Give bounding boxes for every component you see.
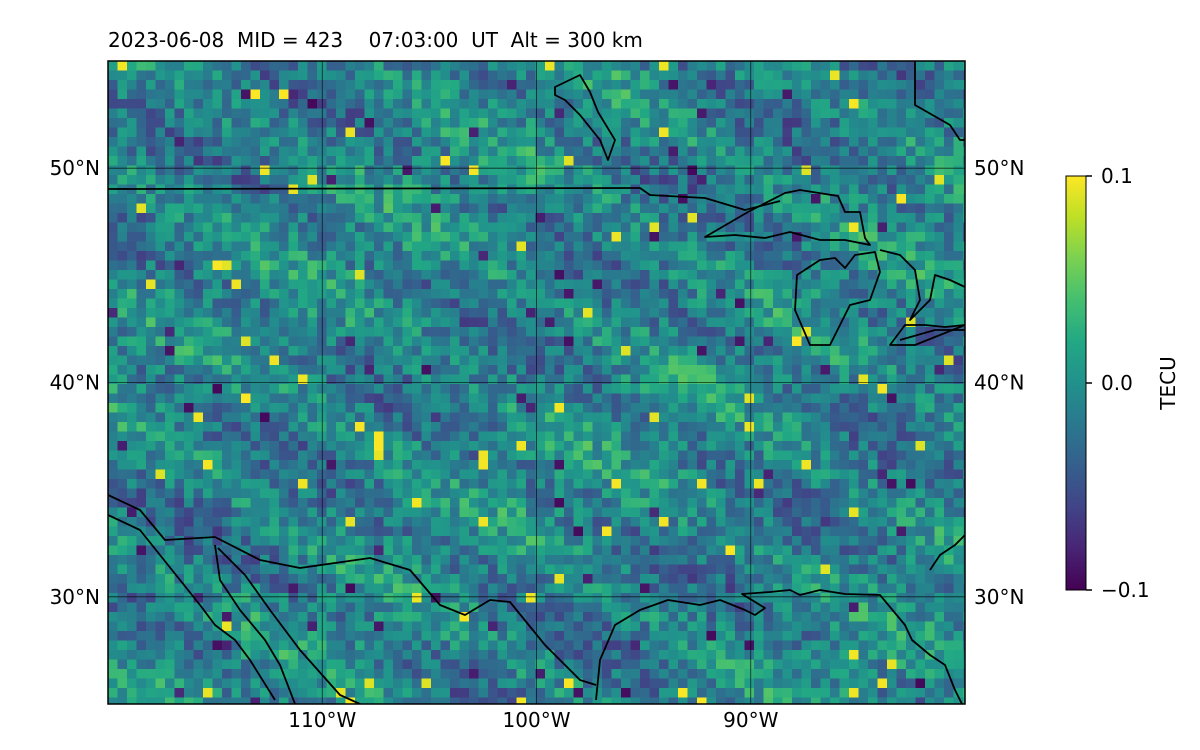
st-lawrence: [914, 61, 965, 141]
us-mexico-border: [108, 494, 597, 686]
lat-tick-label-left: 30°N: [50, 585, 100, 609]
colorbar-tick-label: 0.1: [1101, 164, 1133, 188]
lake-huron: [879, 249, 965, 321]
lat-tick-label-right: 30°N: [974, 585, 1024, 609]
lat-tick-label-right: 40°N: [974, 371, 1024, 395]
lat-tick-label-right: 50°N: [974, 156, 1024, 180]
map-gridlines: [108, 61, 965, 704]
gulf-coast: [595, 589, 963, 704]
lake-ontario: [899, 329, 965, 341]
lon-tick-label: 110°W: [288, 708, 356, 732]
gulf-of-california: [214, 544, 296, 704]
east-coast: [929, 534, 965, 571]
colorbar-tick-label: 0.0: [1101, 371, 1133, 395]
baja-california: [108, 514, 276, 701]
lon-tick-label: 100°W: [503, 708, 571, 732]
lon-tick-label: 90°W: [723, 708, 778, 732]
colorbar: 0.1 0.0 −0.1 TECU: [1065, 164, 1180, 602]
tec-field: [108, 61, 965, 704]
coastlines: [108, 61, 965, 704]
axis-labels: 110°W 100°W 90°W 50°N 50°N 40°N 40°N 30°N 30°N: [50, 156, 1025, 732]
james-bay-coast: [554, 74, 616, 161]
mexico-west-coast: [217, 547, 361, 704]
lake-erie: [889, 324, 965, 346]
map-title: 2023-06-08 MID = 423 07:03:00 UT Alt = 3…: [108, 28, 643, 52]
colorbar-tick-label: −0.1: [1101, 578, 1150, 602]
colorbar-gradient: [1065, 175, 1087, 591]
colorbar-label: TECU: [1156, 356, 1180, 410]
lake-michigan: [794, 251, 881, 346]
colorbar-ticks: 0.1 0.0 −0.1: [1086, 164, 1150, 602]
lake-superior: [704, 189, 871, 246]
lat-tick-label-left: 40°N: [50, 371, 100, 395]
us-canada-border: [108, 187, 781, 211]
map-frame: [107, 60, 966, 705]
lat-tick-label-left: 50°N: [50, 156, 100, 180]
